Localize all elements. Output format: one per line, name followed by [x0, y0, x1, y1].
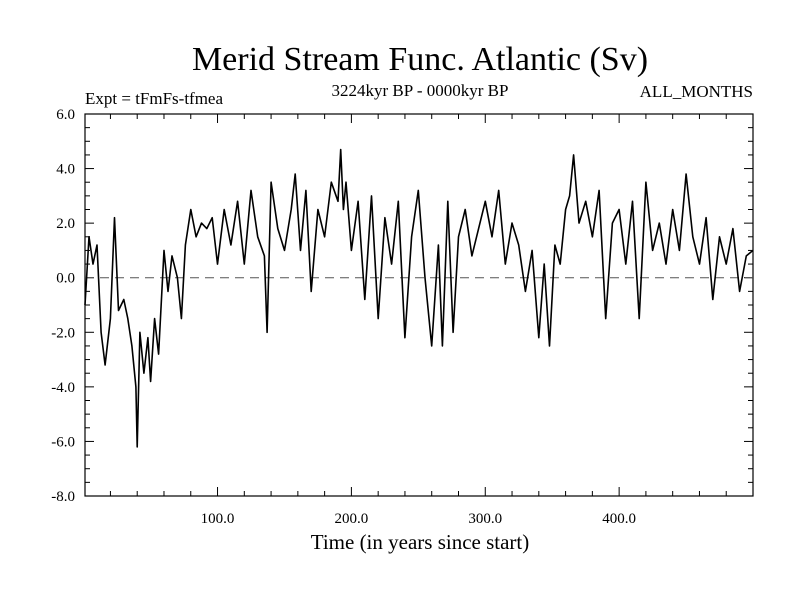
y-tick-label: -4.0 [51, 380, 75, 396]
plot-frame [84, 113, 754, 497]
plot-area: -8.0 -6.0 -4.0 -2.0 0.0 2.0 4.0 6.0 100.0 200.0 30… [51, 107, 754, 527]
y-tick-label: 0.0 [56, 271, 75, 287]
chart-title: Merid Stream Func. Atlantic (Sv) [192, 41, 648, 78]
chart-subtitle-left: Expt = tFmFs-tfmea [85, 89, 223, 108]
series-line-0 [84, 148, 754, 448]
y-tick-label: 2.0 [56, 216, 75, 232]
y-tick-label: -6.0 [51, 434, 75, 450]
y-tick-label: 4.0 [56, 162, 75, 178]
x-tick-label: 100.0 [201, 511, 235, 527]
y-tick-label: 6.0 [56, 107, 75, 123]
x-tick-label: 400.0 [602, 511, 636, 527]
y-tick-label: -2.0 [51, 325, 75, 341]
y-tick-label: -8.0 [51, 489, 75, 505]
chart-subtitle-center: 3224kyr BP - 0000kyr BP [332, 81, 509, 100]
x-axis-label: Time (in years since start) [311, 530, 530, 554]
x-tick-label: 300.0 [468, 511, 502, 527]
x-tick-label: 200.0 [335, 511, 369, 527]
chart-subtitle-right: ALL_MONTHS [640, 82, 753, 101]
